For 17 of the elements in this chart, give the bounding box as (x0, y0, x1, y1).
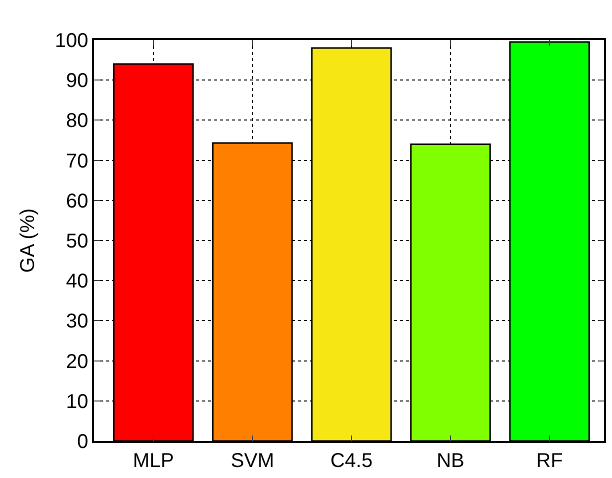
x-tick-label: SVM (230, 450, 274, 472)
y-tick-label: 50 (66, 230, 88, 252)
x-tick-label: MLP (132, 450, 174, 472)
x-tick-label: RF (536, 450, 563, 472)
y-tick-label: 100 (54, 30, 88, 52)
y-tick-label: 30 (66, 310, 88, 333)
y-tick-label: 10 (66, 390, 88, 413)
x-tick-label: NB (436, 450, 464, 472)
y-tick-label: 70 (66, 150, 88, 172)
y-tick-label: 90 (66, 70, 88, 92)
y-tick-label: 60 (66, 190, 88, 212)
x-tick-label: C4.5 (330, 450, 373, 472)
y-tick-label: 0 (77, 431, 88, 453)
y-tick-label: 80 (66, 110, 88, 132)
y-tick-label: 40 (66, 270, 88, 293)
y-tick-label: 20 (66, 350, 88, 373)
y-axis-title: GA (%) (16, 208, 39, 273)
